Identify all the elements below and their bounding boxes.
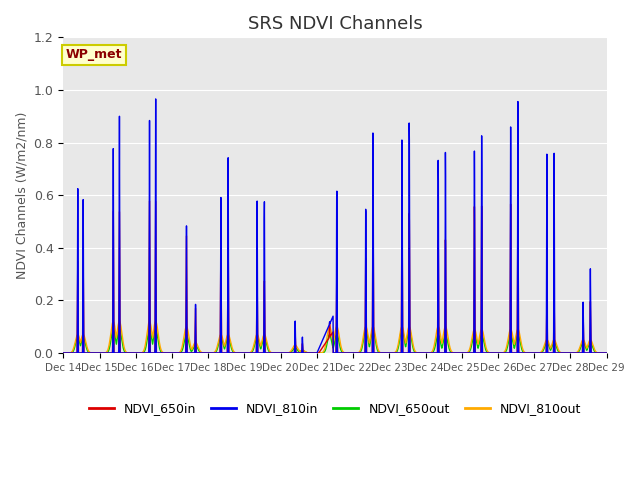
Line: NDVI_810out: NDVI_810out [63,322,640,353]
Line: NDVI_810in: NDVI_810in [63,99,640,353]
NDVI_810in [60,350,67,356]
NDVI_810in [639,350,640,356]
NDVI_650out [639,350,640,356]
NDVI_810out [428,349,435,355]
NDVI_650in [146,198,154,204]
NDVI_810in [152,96,159,102]
NDVI_810out [179,344,186,349]
NDVI_810out [109,319,117,324]
Line: NDVI_650in: NDVI_650in [63,201,640,353]
NDVI_650out [428,350,435,356]
NDVI_810in [516,350,524,356]
NDVI_810out [479,328,486,334]
Text: WP_met: WP_met [66,48,122,61]
Title: SRS NDVI Channels: SRS NDVI Channels [248,15,422,33]
NDVI_810out [60,350,67,356]
NDVI_810out [516,332,524,337]
NDVI_650out [60,350,67,356]
NDVI_650out [633,350,640,356]
NDVI_810out [633,350,640,356]
NDVI_650in [516,350,524,356]
NDVI_650out [179,348,186,353]
Y-axis label: NDVI Channels (W/m2/nm): NDVI Channels (W/m2/nm) [15,111,28,279]
NDVI_810out [639,350,640,356]
NDVI_650out [516,337,524,343]
NDVI_810out [550,337,558,343]
NDVI_810in [550,269,558,275]
NDVI_650in [60,350,67,356]
NDVI_650out [550,340,558,346]
NDVI_650in [179,350,186,356]
NDVI_650in [550,320,558,326]
Line: NDVI_650out: NDVI_650out [63,329,640,353]
NDVI_810in [633,350,640,356]
NDVI_810in [179,350,186,356]
NDVI_810in [428,350,435,356]
NDVI_650in [479,350,486,356]
NDVI_650in [633,350,640,356]
NDVI_810in [479,350,486,356]
Legend: NDVI_650in, NDVI_810in, NDVI_650out, NDVI_810out: NDVI_650in, NDVI_810in, NDVI_650out, NDV… [84,397,586,420]
NDVI_650out [109,326,117,332]
NDVI_650in [639,350,640,356]
NDVI_650in [428,350,435,356]
NDVI_650out [479,334,486,339]
